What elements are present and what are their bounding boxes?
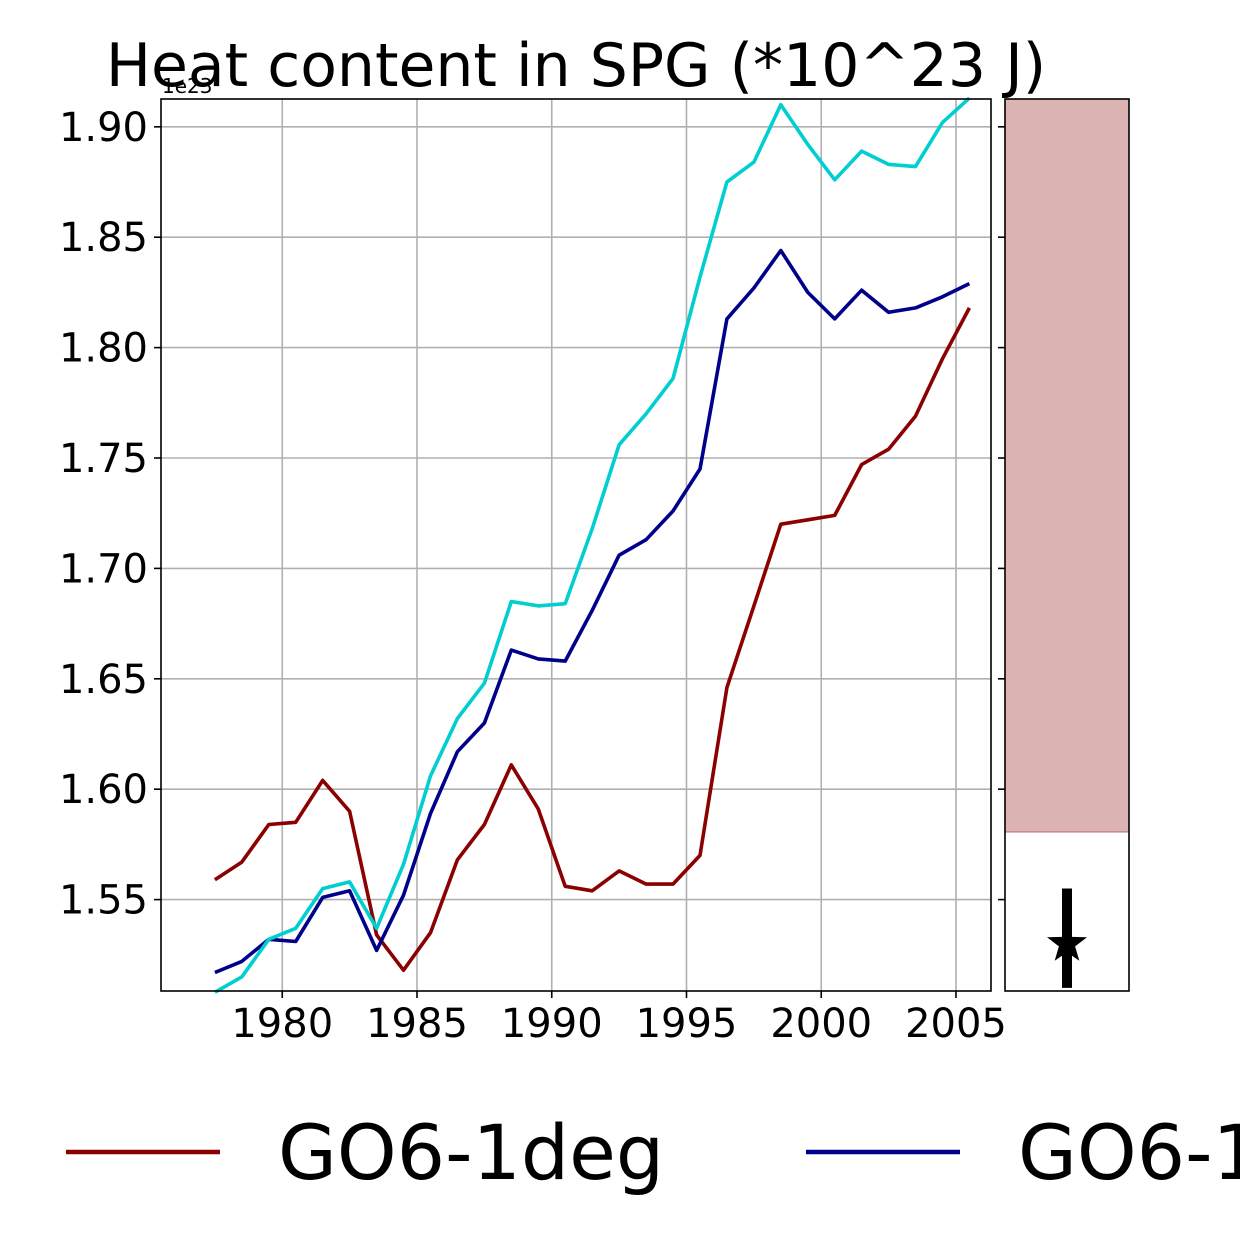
y-tick-label: 1.75 <box>59 436 148 482</box>
tick-labels: 1980 1985 1990 1995 2000 2005 1.55 1.60 1.65 1.70… <box>59 105 1007 1047</box>
x-tick-label: 2000 <box>770 1001 872 1047</box>
axes <box>154 98 992 998</box>
series-line-2 <box>214 248 971 975</box>
y-tick-label: 1.60 <box>59 767 148 813</box>
y-tick-label: 1.80 <box>59 326 148 372</box>
y-tick-label: 1.55 <box>59 878 148 924</box>
side-panel <box>998 98 1130 992</box>
side-panel-frame <box>1004 98 1130 992</box>
x-tick-label: 2005 <box>905 1001 1007 1047</box>
y-axis-offset-label: 1e23 <box>162 74 212 98</box>
legend-label-1: GO6-1deg <box>278 1108 664 1197</box>
legend-label-2: GO6-1 <box>1018 1108 1240 1197</box>
x-tick-label: 1990 <box>501 1001 603 1047</box>
y-tick-label: 1.65 <box>59 657 148 703</box>
series-lines <box>213 96 971 994</box>
series-line-1 <box>213 307 971 973</box>
y-tick-label: 1.70 <box>59 546 148 592</box>
grid-lines <box>161 99 991 991</box>
star-marker <box>1047 922 1087 961</box>
x-tick-label: 1995 <box>636 1001 738 1047</box>
legend: GO6-1deg GO6-1 <box>66 1108 1240 1197</box>
x-tick-label: 1980 <box>231 1001 333 1047</box>
range-band <box>1005 99 1129 832</box>
y-tick-label: 1.90 <box>59 105 148 151</box>
chart-title: Heat content in SPG (*10^23 J) <box>106 31 1046 101</box>
plot-frame <box>160 98 992 992</box>
x-tick-label: 1985 <box>366 1001 468 1047</box>
y-tick-label: 1.85 <box>59 215 148 261</box>
series-line-3 <box>214 96 971 994</box>
